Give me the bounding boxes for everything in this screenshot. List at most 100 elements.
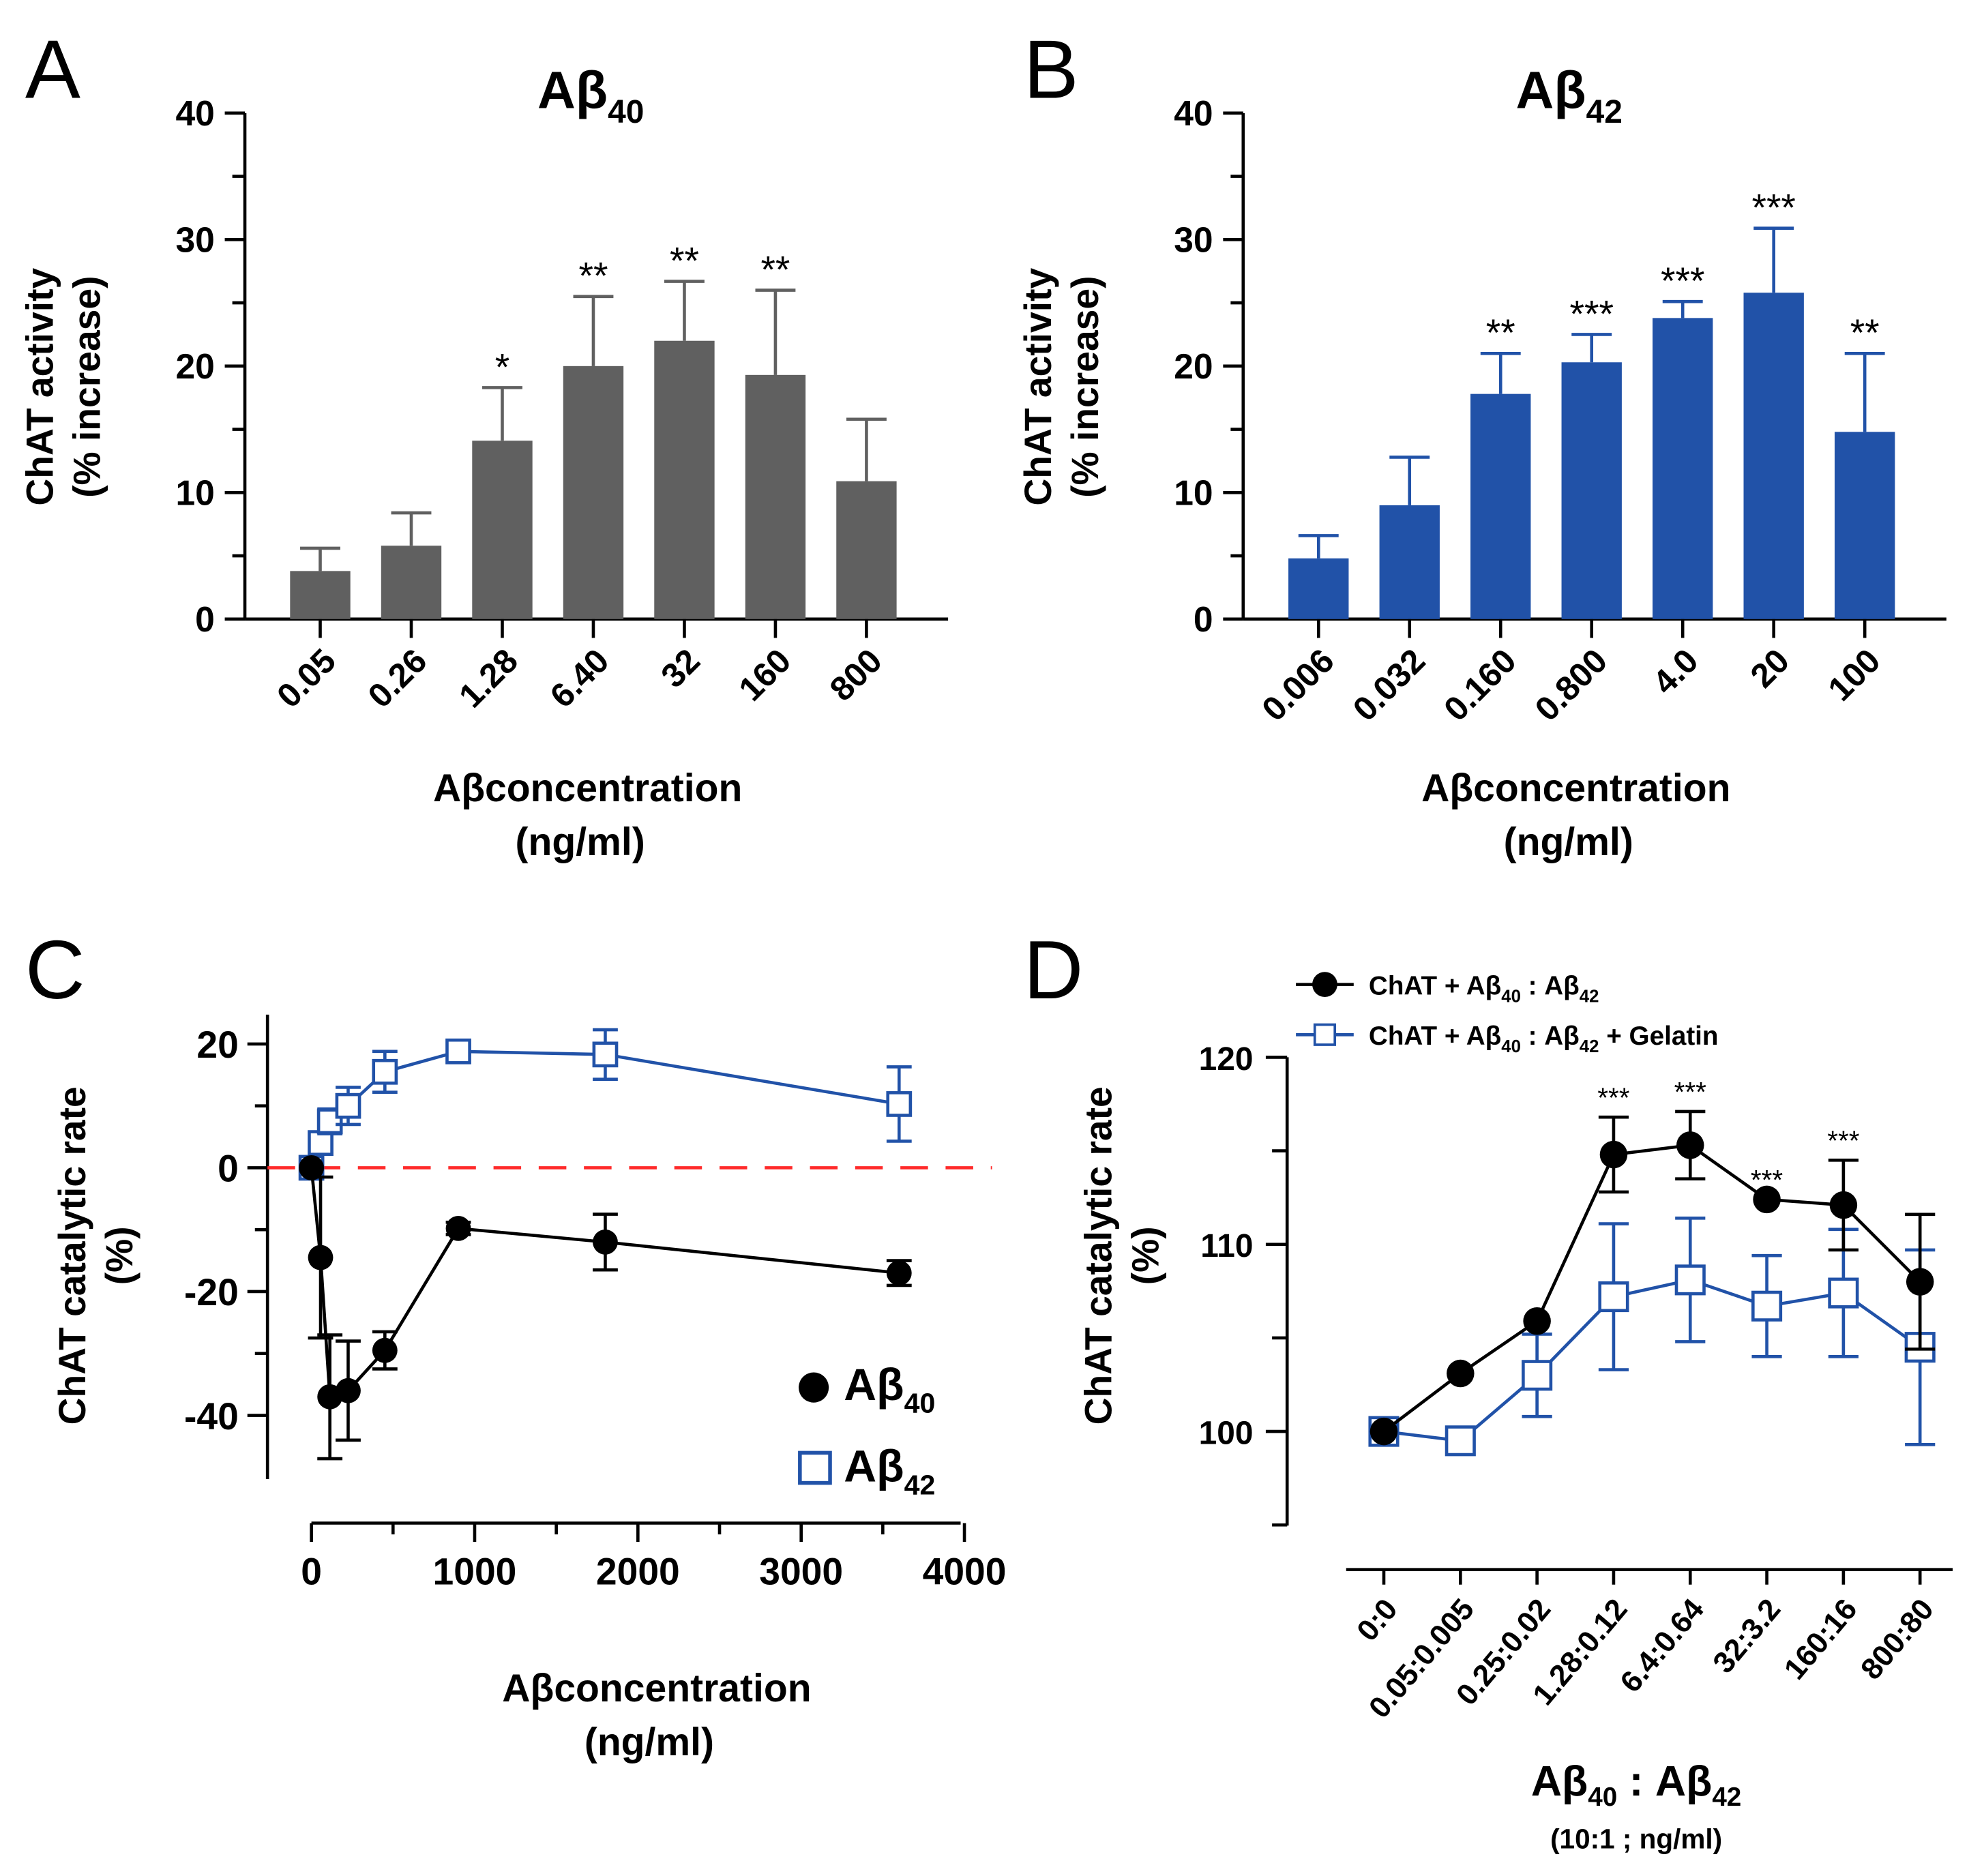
y-tick-label: -40 xyxy=(184,1395,239,1438)
data-point xyxy=(1370,1417,1398,1446)
data-point xyxy=(299,1155,325,1180)
chart-title: Aβ42 xyxy=(1516,61,1623,130)
data-point xyxy=(372,1337,398,1363)
x-tick-label: 100 xyxy=(1820,641,1887,708)
bar xyxy=(745,374,806,619)
y-tick-label: 10 xyxy=(176,473,215,513)
data-point xyxy=(372,1058,398,1085)
x-tick-label: 1.28 xyxy=(451,641,525,715)
y-axis-label: ChAT activity xyxy=(1017,268,1059,506)
text-subscript: 42 xyxy=(1712,1783,1741,1812)
y-tick-label: 30 xyxy=(176,220,215,260)
data-point xyxy=(1522,1360,1553,1391)
text-main: ChAT + Aβ xyxy=(1369,971,1501,1000)
x-tick-label: 0 xyxy=(301,1551,322,1593)
significance-marker: ** xyxy=(760,248,790,291)
x-tick-label: 0.006 xyxy=(1254,641,1342,728)
x-axis-label: Aβconcentration xyxy=(1421,766,1730,810)
y-tick-label: 0 xyxy=(218,1148,239,1190)
x-tick-label: 800:80 xyxy=(1854,1592,1940,1686)
y-tick-label: 30 xyxy=(1174,220,1213,260)
y-tick-label: 110 xyxy=(1200,1228,1253,1264)
bar xyxy=(1470,393,1531,619)
bar xyxy=(563,366,624,619)
text-main: Aβ xyxy=(844,1442,904,1492)
data-point xyxy=(1906,1268,1934,1296)
data-point xyxy=(593,1229,618,1255)
panel-letter: B xyxy=(1024,23,1079,116)
legend-marker-square xyxy=(798,1450,832,1485)
data-point xyxy=(1829,1191,1858,1219)
bar xyxy=(1834,432,1895,619)
x-tick-label: 0.26 xyxy=(361,641,434,715)
x-tick-label: 0:0 xyxy=(1350,1592,1404,1647)
bar xyxy=(1379,505,1440,619)
bar xyxy=(654,340,715,619)
data-point xyxy=(1751,1290,1783,1322)
data-point xyxy=(335,1092,361,1119)
significance-marker: *** xyxy=(1751,187,1795,229)
y-tick-label: 20 xyxy=(176,346,215,386)
data-point xyxy=(445,1038,471,1064)
panel-letter: C xyxy=(25,923,85,1016)
x-axis-label: (ng/ml) xyxy=(584,1721,714,1764)
x-tick-label: 6.4:0.64 xyxy=(1614,1592,1711,1699)
legend-label: ChAT + Aβ40 : Aβ42 xyxy=(1369,971,1599,1006)
text-subscript: 40 xyxy=(904,1388,936,1419)
y-tick-label: 40 xyxy=(1174,93,1213,133)
y-axis-label: (%) xyxy=(98,1226,140,1285)
x-axis-label: Aβ40 : Aβ42 xyxy=(1531,1757,1741,1812)
data-point xyxy=(1598,1281,1629,1313)
x-tick-label: 32:3.2 xyxy=(1706,1592,1787,1679)
x-tick-label: 2000 xyxy=(596,1551,680,1593)
x-tick-label: 0.160 xyxy=(1436,641,1524,728)
significance-marker: *** xyxy=(1827,1125,1860,1157)
x-axis-label: (ng/ml) xyxy=(516,820,645,864)
panel-letter: A xyxy=(25,23,80,116)
y-tick-label: 20 xyxy=(1174,346,1213,386)
text-subscript: 42 xyxy=(1580,1037,1599,1056)
y-tick-label: 100 xyxy=(1199,1416,1254,1452)
text-main: Aβ xyxy=(1516,61,1586,119)
text-subscript: 40 xyxy=(1501,1037,1521,1056)
legend-marker-circle xyxy=(799,1372,829,1403)
x-tick-label: 6.40 xyxy=(543,641,617,715)
x-axis-label: Aβconcentration xyxy=(502,1667,811,1710)
legend-marker-circle xyxy=(1312,972,1337,998)
series-line xyxy=(310,1167,900,1399)
bar xyxy=(381,546,442,619)
x-tick-label: 1000 xyxy=(433,1551,517,1593)
chart-title: Aβ40 xyxy=(537,61,644,130)
y-axis-label: (%) xyxy=(1125,1226,1167,1285)
x-tick-label: 0.800 xyxy=(1528,641,1615,728)
text-main: : Aβ xyxy=(1521,1022,1580,1051)
data-point xyxy=(886,1260,912,1286)
legend-label: ChAT + Aβ40 : Aβ42 + Gelatin xyxy=(1369,1022,1719,1056)
x-axis-label: Aβconcentration xyxy=(433,766,742,810)
y-axis-label: ChAT catalytic rate xyxy=(1077,1086,1119,1425)
bar xyxy=(1561,362,1622,619)
x-axis-label: (10:1 ; ng/ml) xyxy=(1550,1823,1722,1854)
bar xyxy=(472,441,533,619)
x-tick-label: 0.032 xyxy=(1346,641,1433,728)
y-tick-label: 40 xyxy=(176,93,215,133)
text-main: : xyxy=(1617,1757,1655,1805)
text-main: ChAT + Aβ xyxy=(1369,1022,1501,1051)
x-tick-label: 32 xyxy=(653,641,707,695)
x-tick-label: 160 xyxy=(731,641,798,708)
x-tick-label: 20 xyxy=(1743,641,1797,695)
data-point xyxy=(1445,1425,1476,1457)
data-point xyxy=(1599,1140,1628,1169)
text-subscript: 42 xyxy=(904,1469,936,1500)
text-main: Aβ xyxy=(537,61,608,119)
significance-marker: ** xyxy=(1486,312,1515,354)
text-subscript: 40 xyxy=(1501,987,1521,1006)
y-axis-label: ChAT activity xyxy=(18,268,61,506)
y-tick-label: 120 xyxy=(1199,1041,1254,1077)
legend-marker-square xyxy=(1313,1023,1337,1046)
text-subscript: 42 xyxy=(1580,987,1599,1006)
y-axis-label: (% increase) xyxy=(65,276,108,498)
panel-letter: D xyxy=(1024,923,1084,1016)
significance-marker: *** xyxy=(1597,1082,1630,1113)
